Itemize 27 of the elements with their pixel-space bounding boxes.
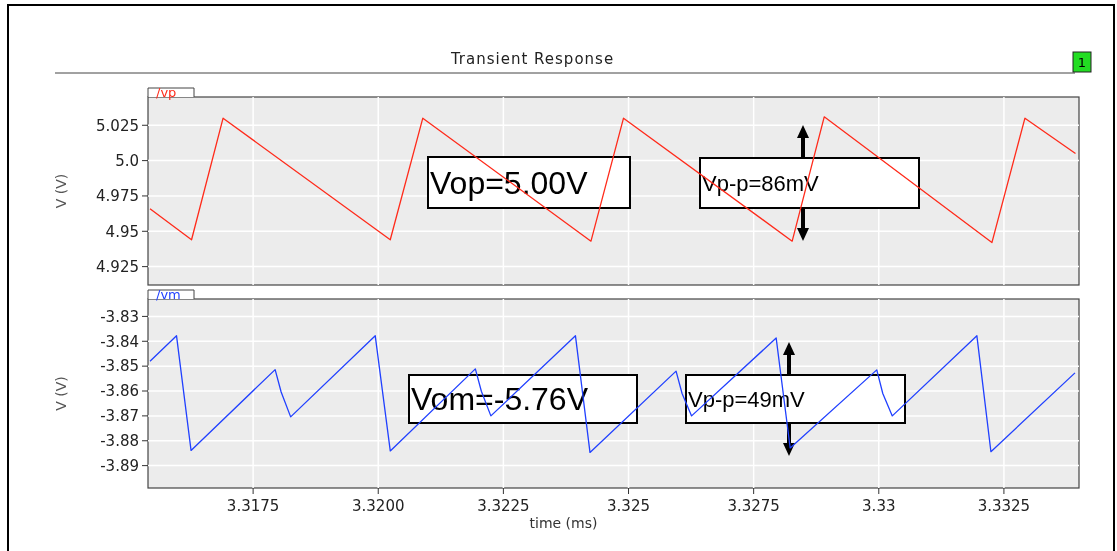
- y-tick-label: 4.925: [96, 257, 139, 276]
- y-axis-title: V (V): [53, 376, 69, 411]
- chart-title: Transient Response: [449, 50, 615, 68]
- y-tick-label: -3.88: [100, 432, 139, 450]
- y-tick-label: -3.83: [100, 307, 139, 326]
- text: 1: [1077, 54, 1087, 70]
- y-tick-label: -3.86: [100, 382, 139, 401]
- text: /vm: [156, 287, 181, 302]
- text: /vp: [156, 85, 177, 100]
- line-series: [149, 116, 1077, 244]
- y-tick-label: 4.95: [105, 222, 139, 241]
- y-tick-label: -3.89: [100, 456, 139, 475]
- y-tick-label: 4.975: [96, 187, 139, 206]
- x-axis-title: time (ms): [529, 515, 598, 531]
- x-tick-label: 3.3325: [977, 497, 1031, 515]
- y-axis-title: V (V): [53, 173, 69, 209]
- x-tick-label: 3.3225: [477, 497, 530, 515]
- x-tick-label: 3.3275: [727, 497, 780, 515]
- y-tick-label: -3.87: [100, 407, 139, 426]
- y-tick-label: -3.85: [100, 357, 139, 376]
- x-tick-label: 3.3175: [226, 497, 280, 515]
- x-tick-label: 3.33: [862, 497, 896, 515]
- x-tick-label: 3.325: [607, 497, 650, 515]
- x-tick-label: 3.3200: [352, 497, 405, 515]
- y-tick-label: -3.84: [100, 332, 139, 351]
- y-tick-label: 5.025: [96, 116, 139, 135]
- y-tick-label: 5.0: [115, 151, 139, 170]
